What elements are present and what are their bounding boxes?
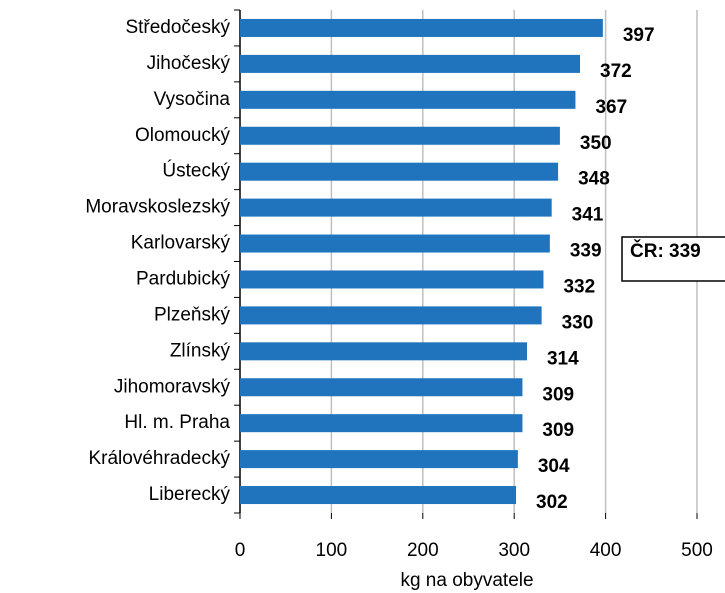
bar [240, 126, 560, 145]
x-tick-label: 0 [235, 540, 246, 561]
y-tick-label: Zlínský [170, 340, 231, 361]
y-tick-label: Moravskoslezský [85, 197, 230, 218]
value-label: 350 [580, 133, 612, 154]
annotation: ČR: 339 [630, 240, 701, 262]
bar [240, 306, 542, 325]
x-tick-label: 100 [316, 540, 348, 561]
y-tick-label: Olomoucký [135, 125, 231, 146]
bar [240, 450, 518, 469]
bar [240, 54, 581, 73]
value-label: 397 [623, 25, 655, 46]
x-tick-label: 500 [681, 540, 713, 561]
value-label: 309 [542, 420, 574, 441]
y-tick-label: Jihočeský [147, 53, 231, 74]
bar [240, 90, 576, 109]
value-label: 302 [536, 492, 568, 513]
value-label: 314 [547, 348, 579, 369]
value-label: 341 [572, 205, 604, 226]
bar [240, 198, 552, 217]
y-tick-label: Středočeský [125, 17, 230, 38]
y-tick-label: Pardubický [136, 268, 230, 289]
value-label: 332 [563, 276, 595, 297]
value-label: 367 [595, 97, 627, 118]
value-label: 339 [570, 241, 602, 262]
bar [240, 162, 559, 181]
bar [240, 270, 544, 289]
bar [240, 342, 527, 361]
bar [240, 378, 523, 397]
value-label: 304 [538, 456, 570, 477]
y-tick-label: Ústecký [162, 160, 230, 182]
y-tick-label: Liberecký [149, 484, 231, 505]
y-tick-label: Hl. m. Praha [124, 412, 230, 433]
y-tick-label: Plzeňský [154, 304, 231, 325]
bar [240, 486, 517, 505]
value-label: 348 [578, 169, 610, 190]
value-label: 330 [562, 312, 594, 333]
value-label: 372 [600, 61, 632, 82]
bar [240, 414, 523, 433]
annotation-box [621, 236, 725, 282]
y-tick-label: Královéhradecký [88, 448, 230, 469]
y-tick-label: Vysočina [154, 89, 231, 110]
y-tick-label: Karlovarský [131, 233, 231, 254]
x-tick-label: 200 [407, 540, 439, 561]
value-label: 309 [542, 384, 574, 405]
x-axis-label: kg na obyvatele [400, 570, 533, 591]
y-tick-label: Jihomoravský [114, 376, 231, 397]
x-tick-label: 300 [498, 540, 530, 561]
bar [240, 18, 603, 37]
bar [240, 234, 550, 253]
x-tick-label: 400 [590, 540, 622, 561]
